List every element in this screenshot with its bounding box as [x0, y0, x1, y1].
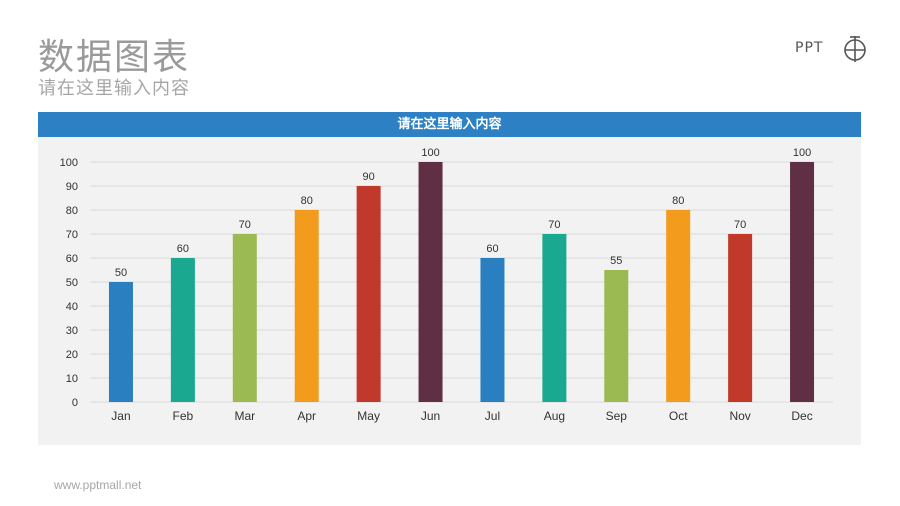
y-tick-label: 20 — [66, 349, 78, 361]
bar-feb — [170, 258, 195, 402]
page-title: 数据图表 — [38, 37, 191, 78]
bar-jan — [108, 282, 133, 402]
data-label: 60 — [177, 243, 189, 255]
bar-mar — [232, 234, 257, 402]
data-label: 80 — [672, 195, 684, 207]
bar-oct — [666, 210, 691, 402]
bar-dec — [790, 162, 815, 402]
data-label: 70 — [239, 219, 251, 231]
data-label: 80 — [301, 195, 313, 207]
chart-title: 请在这里输入内容 — [38, 112, 861, 137]
x-tick-label: Aug — [544, 409, 565, 423]
brand-logo: PPT — [795, 34, 871, 64]
bar-sep — [604, 270, 629, 402]
x-tick-label: Oct — [669, 409, 688, 423]
page-subtitle: 请在这里输入内容 — [38, 78, 190, 99]
y-tick-label: 50 — [66, 277, 78, 289]
y-tick-label: 0 — [72, 397, 78, 409]
x-tick-label: Jan — [111, 409, 130, 423]
x-tick-label: Jun — [421, 409, 440, 423]
y-tick-label: 10 — [66, 373, 78, 385]
x-tick-label: Dec — [791, 409, 812, 423]
bar-jul — [480, 258, 505, 402]
x-tick-label: Mar — [234, 409, 255, 423]
y-tick-label: 90 — [66, 181, 78, 193]
data-label: 70 — [734, 219, 746, 231]
x-tick-label: May — [357, 409, 380, 423]
logo-mark-icon — [844, 36, 866, 62]
x-tick-label: Nov — [729, 409, 750, 423]
data-label: 70 — [548, 219, 560, 231]
y-tick-label: 80 — [66, 205, 78, 217]
bar-aug — [542, 234, 567, 402]
y-tick-label: 70 — [66, 229, 78, 241]
data-label: 100 — [421, 147, 439, 159]
logo-text: PPT — [795, 40, 824, 56]
data-label: 90 — [363, 171, 375, 183]
x-tick-label: Feb — [173, 409, 194, 423]
bar-jun — [418, 162, 443, 402]
y-tick-label: 60 — [66, 253, 78, 265]
bar-nov — [728, 234, 753, 402]
bar-may — [356, 186, 381, 402]
x-tick-label: Jul — [485, 409, 500, 423]
footer-url: www.pptmall.net — [54, 478, 142, 492]
data-label: 55 — [610, 255, 622, 267]
bar-chart: 0 10 20 30 40 50 60 70 80 90 100 50 Jan 60 Feb 70 Mar 80 A… — [60, 147, 833, 423]
data-label: 60 — [486, 243, 498, 255]
x-tick-label: Apr — [297, 409, 316, 423]
x-tick-label: Sep — [606, 409, 628, 423]
y-tick-label: 30 — [66, 325, 78, 337]
y-tick-label: 40 — [66, 301, 78, 313]
y-tick-label: 100 — [60, 157, 78, 169]
bar-apr — [294, 210, 319, 402]
data-label: 50 — [115, 267, 127, 279]
data-label: 100 — [793, 147, 811, 159]
